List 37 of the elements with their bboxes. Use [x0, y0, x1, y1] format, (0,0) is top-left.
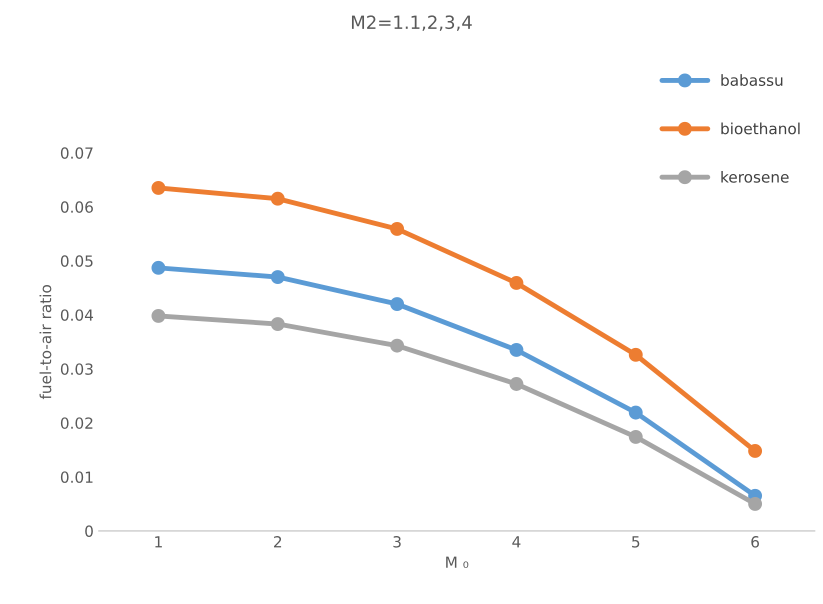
y-tick-label: 0.07: [60, 147, 93, 159]
y-tick-label: 0.06: [60, 201, 93, 213]
x-axis-title: M ₀: [446, 556, 468, 568]
point: [270, 317, 285, 331]
y-axis-title: fuel-to-air ratio: [40, 285, 52, 400]
y-tick-label: 0.03: [60, 363, 93, 375]
x-tick-label: 5: [632, 536, 640, 548]
y-tick-label: 0.01: [60, 471, 92, 483]
point: [628, 406, 643, 420]
point: [390, 338, 404, 353]
legend-label: babassu: [721, 74, 782, 86]
x-tick-label: 1: [155, 536, 162, 548]
point: [151, 308, 166, 323]
point: [628, 430, 643, 444]
legend-label: bioethanol: [721, 122, 800, 134]
x-tick-label: 3: [393, 536, 401, 548]
point: [628, 348, 643, 362]
point: [748, 496, 762, 511]
point: [270, 192, 285, 206]
point: [390, 222, 404, 236]
x-tick-label: 2: [274, 536, 282, 548]
x-tick-label: 4: [512, 536, 520, 548]
y-tick-label: 0: [85, 525, 93, 537]
point: [390, 297, 404, 311]
point: [270, 270, 285, 284]
point: [509, 377, 524, 391]
point: [151, 260, 166, 275]
chart-title: M2=1.1,2,3,4: [352, 15, 472, 31]
y-tick-label: 0.02: [60, 417, 92, 429]
point: [509, 276, 524, 290]
x-tick-label: 6: [751, 536, 759, 548]
y-tick-label: 0.05: [60, 255, 93, 267]
point: [151, 180, 166, 195]
y-tick-label: 0.04: [60, 309, 94, 321]
point: [748, 444, 762, 458]
legend-label: kerosene: [721, 170, 789, 183]
point: [509, 343, 524, 357]
